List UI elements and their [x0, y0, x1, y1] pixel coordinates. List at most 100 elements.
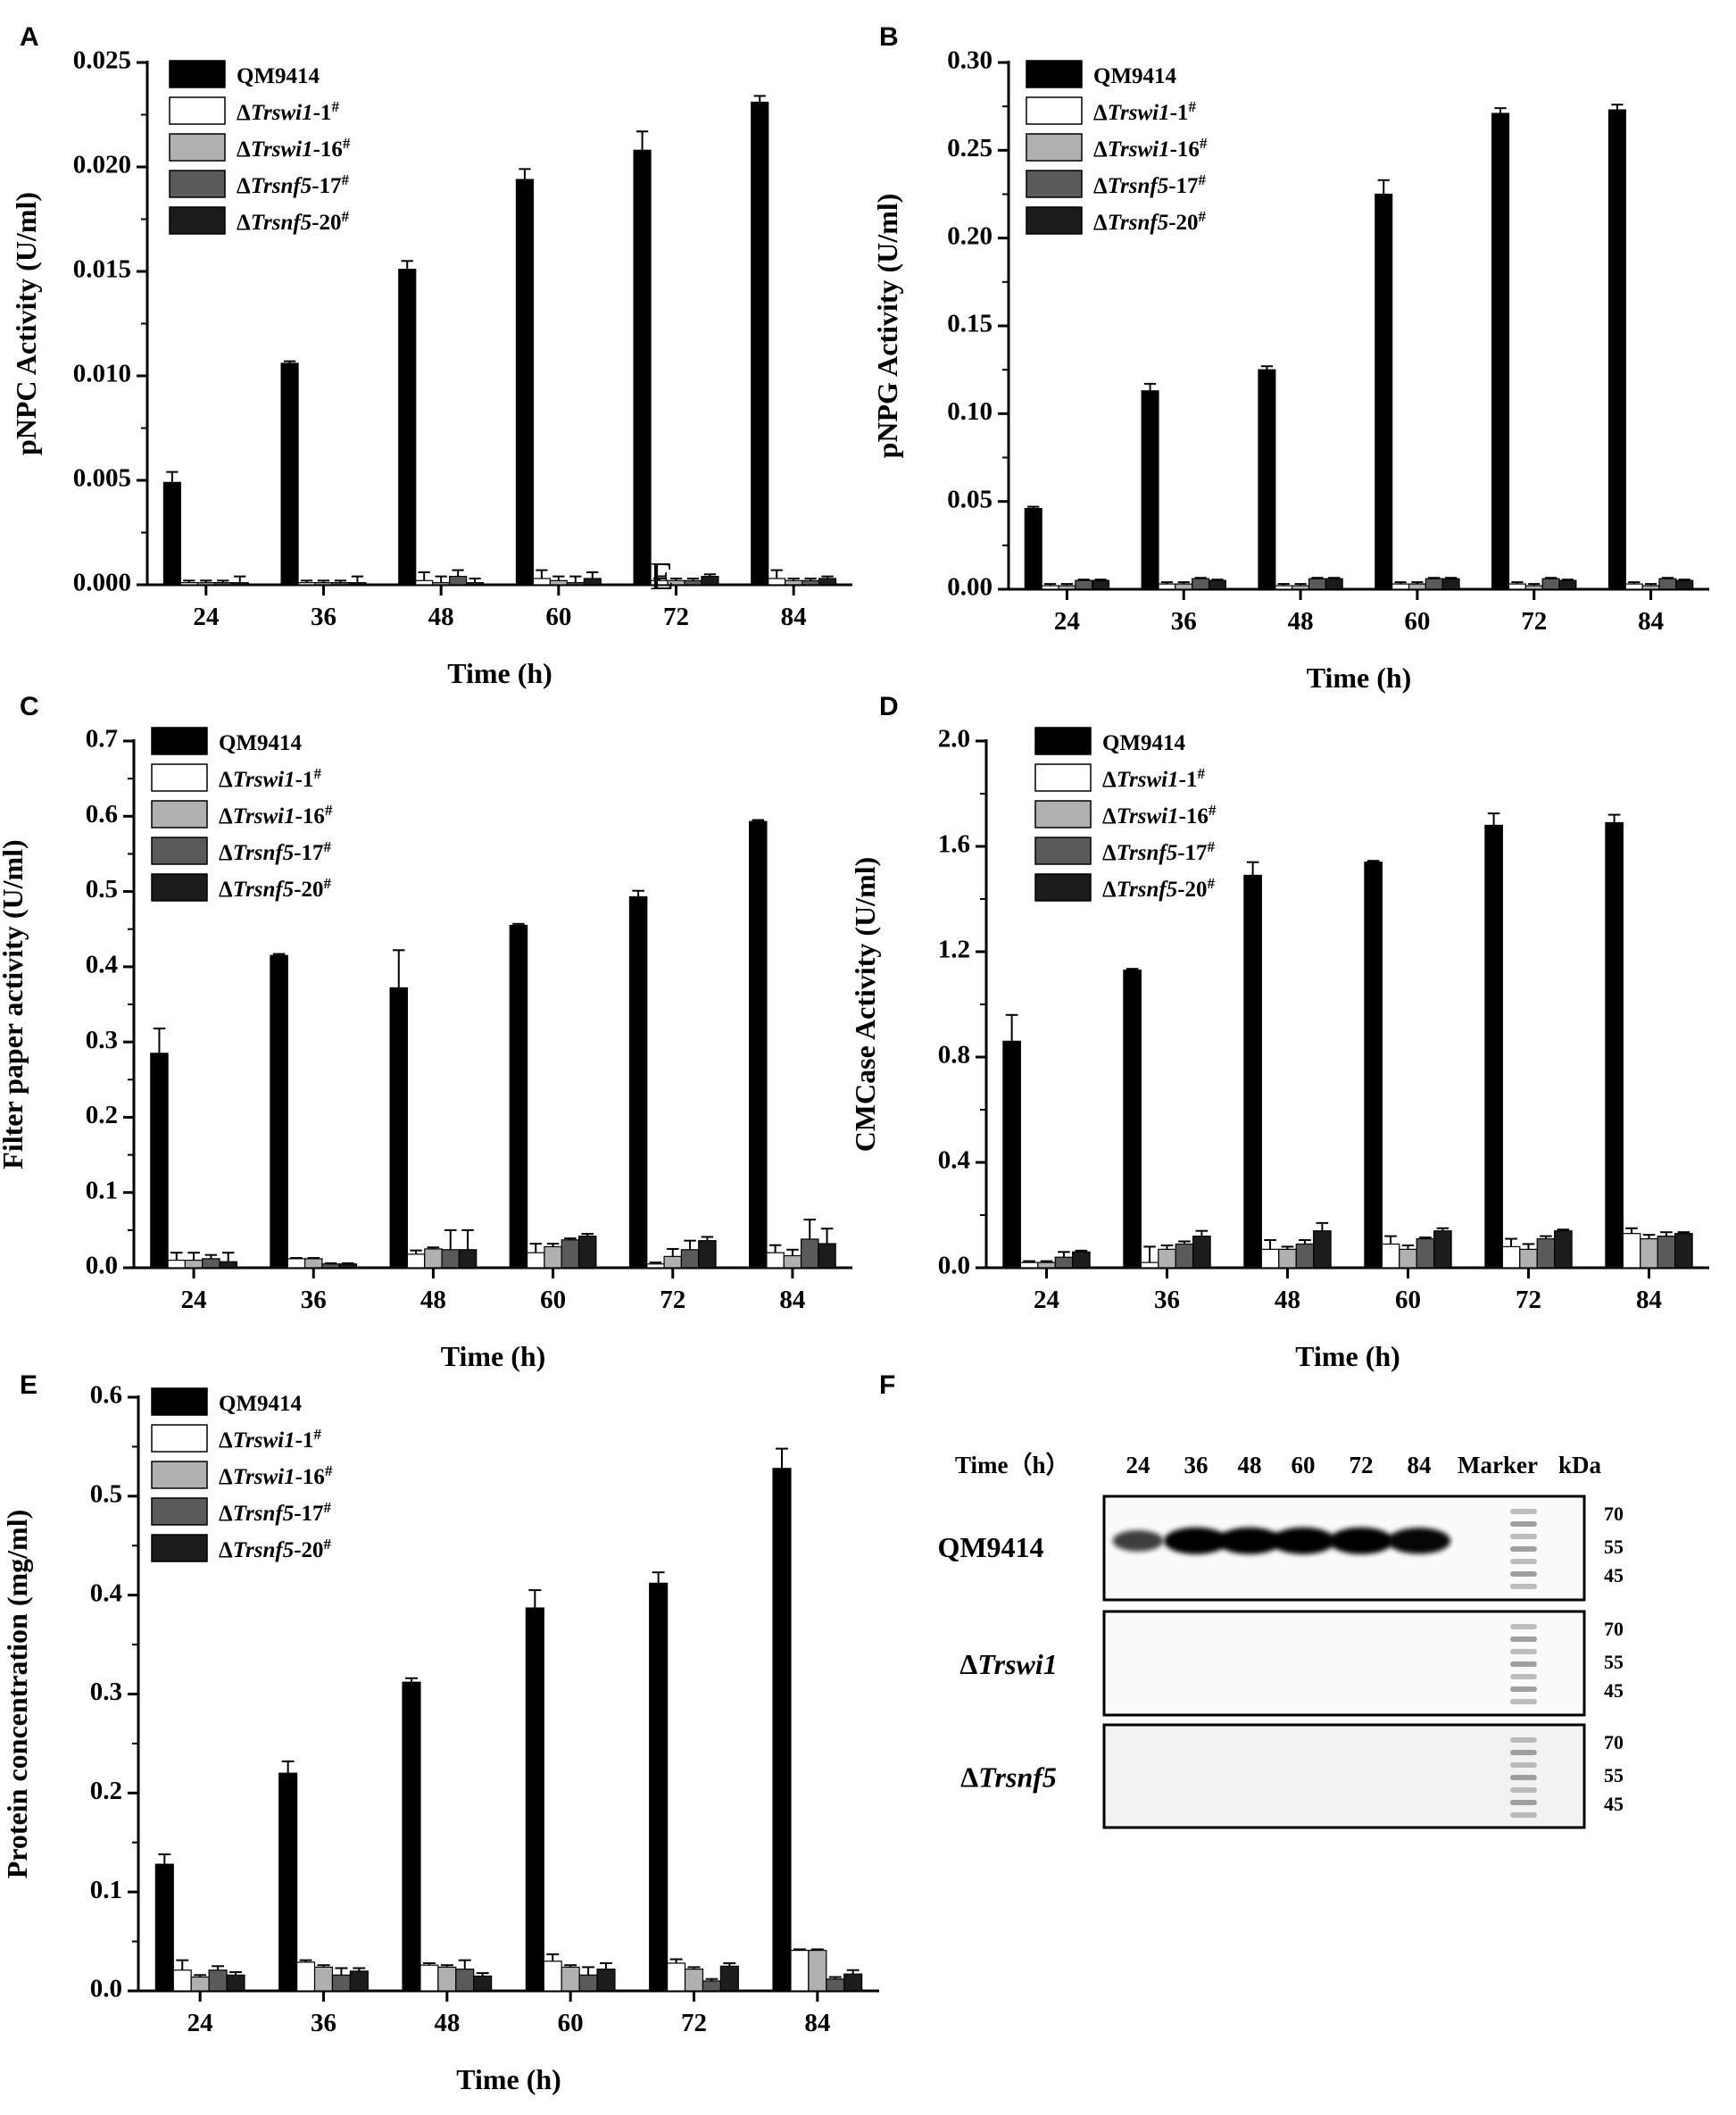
- x-tick-label: 24: [1054, 607, 1080, 636]
- bar-ΔTrsnf5-20#: [843, 1973, 863, 1992]
- bar-ΔTrswi1-1#: [1501, 1245, 1521, 1269]
- bar-ΔTrswi1-1#: [1622, 1233, 1641, 1269]
- bar-ΔTrsnf5-17#: [1425, 578, 1443, 590]
- legend-label: ΔTrsnf5-20#: [237, 208, 350, 235]
- bar-ΔTrswi1-1#: [415, 579, 434, 586]
- bar-ΔTrswi1-16#: [1292, 585, 1310, 590]
- marker-band: [1510, 1661, 1537, 1667]
- bar-ΔTrsnf5-20#: [1554, 1230, 1573, 1269]
- bar-ΔTrsnf5-17#: [331, 1974, 351, 1992]
- protein-band: [1387, 1528, 1451, 1554]
- chart-panel-d: D 0.0 0.4 0.8 1.2 1.6 2.0 CMCase Activity (U/ml…: [849, 692, 1709, 1372]
- marker-band: [1510, 1636, 1537, 1642]
- marker-band: [1510, 1775, 1537, 1780]
- bar-ΔTrsnf5-17#: [455, 1969, 475, 1992]
- bar-ΔTrsnf5-17#: [1192, 578, 1210, 590]
- legend-label: ΔTrsnf5-20#: [219, 1536, 332, 1562]
- bar-ΔTrsnf5-17#: [680, 1249, 700, 1269]
- bar-QM9414: [162, 481, 181, 586]
- y-axis-label: Protein concentration (mg/ml): [1, 1510, 33, 1879]
- y-tick-label: 0.5: [86, 875, 118, 903]
- bar-ΔTrsnf5-17#: [1658, 578, 1677, 590]
- x-tick-label: 36: [1154, 1286, 1180, 1314]
- y-tick-label: 0.015: [73, 255, 131, 284]
- bar-ΔTrsnf5-17#: [441, 1249, 460, 1269]
- legend-label: ΔTrswi1-16#: [237, 135, 351, 162]
- marker-band: [1510, 1686, 1537, 1692]
- lane-label: 72: [1350, 1452, 1374, 1478]
- row-label: ΔTrsnf5: [960, 1761, 1057, 1794]
- bar-QM9414: [628, 895, 648, 1269]
- x-tick-label: 24: [181, 1286, 207, 1314]
- bar-ΔTrsnf5-20#: [701, 576, 719, 586]
- x-tick-label: 84: [1636, 1286, 1662, 1314]
- bar-ΔTrswi1-1#: [172, 1969, 192, 1992]
- bar-ΔTrsnf5-20#: [1092, 579, 1110, 590]
- bar-ΔTrswi1-1#: [287, 1258, 306, 1269]
- y-tick-label: 2.0: [938, 725, 970, 754]
- bar-ΔTrswi1-16#: [1058, 585, 1076, 590]
- y-axis-label: CMCase Activity (U/ml): [849, 857, 881, 1153]
- y-axis-label: pNPC Activity (U/ml): [10, 192, 42, 455]
- panel-letter: B: [879, 22, 899, 52]
- legend-label: ΔTrsnf5-20#: [219, 875, 332, 902]
- bar-QM9414: [389, 987, 409, 1269]
- bar-ΔTrsnf5-17#: [1657, 1235, 1676, 1269]
- bar-ΔTrswi1-1#: [406, 1253, 426, 1269]
- legend-swatch: [1034, 837, 1092, 865]
- bar-ΔTrsnf5-20#: [1072, 1251, 1091, 1269]
- bar-QM9414: [1141, 390, 1159, 590]
- bar-QM9414: [1123, 970, 1142, 1269]
- protein-band: [1164, 1527, 1228, 1554]
- legend-label: ΔTrswi1-1#: [219, 765, 321, 792]
- bar-ΔTrswi1-1#: [527, 1252, 545, 1269]
- bar-ΔTrsnf5-17#: [1541, 578, 1560, 590]
- bar-QM9414: [1491, 112, 1510, 590]
- lane-label: 84: [1408, 1452, 1432, 1478]
- legend-label: ΔTrsnf5-17#: [1093, 171, 1207, 198]
- bar-ΔTrswi1-1#: [179, 582, 198, 586]
- panel-letter: A: [20, 22, 39, 52]
- bar-ΔTrsnf5-20#: [226, 1974, 245, 1992]
- protein-band: [1112, 1530, 1164, 1552]
- bar-QM9414: [150, 1053, 169, 1269]
- bar-ΔTrswi1-1#: [1260, 1248, 1280, 1269]
- bar-ΔTrswi1-16#: [684, 1969, 704, 1992]
- chart-panel-e: E 0.0 0.1 0.2 0.3 0.4 0.5 0.6 Protein concentrat…: [1, 1370, 879, 2095]
- legend-label: ΔTrswi1-16#: [219, 1462, 333, 1489]
- blot-membrane: [1102, 1723, 1586, 1829]
- x-tick-label: 48: [428, 603, 454, 631]
- bar-ΔTrswi1-16#: [783, 1254, 802, 1269]
- bar-QM9414: [1607, 109, 1626, 590]
- x-axis-label: Time (h): [1295, 1340, 1400, 1372]
- bar-ΔTrsnf5-20#: [577, 1235, 597, 1269]
- y-tick-label: 0.0: [90, 1975, 122, 2003]
- bar-ΔTrswi1-16#: [1519, 1248, 1538, 1269]
- bar-ΔTrswi1-1#: [1391, 583, 1410, 590]
- marker-band: [1510, 1762, 1537, 1768]
- chart-panel-c: C 0.0 0.1 0.2 0.3 0.4 0.5 0.6 0.7 Filter paper ac…: [0, 692, 852, 1372]
- y-tick-label: 0.010: [73, 360, 131, 388]
- bar-ΔTrsnf5-20#: [818, 578, 837, 586]
- bar-ΔTrswi1-1#: [1041, 585, 1059, 590]
- marker-label: Marker: [1458, 1452, 1538, 1478]
- x-tick-label: 24: [187, 2009, 213, 2037]
- x-axis-label: Time (h): [1307, 662, 1412, 694]
- bar-ΔTrsnf5-20#: [818, 1243, 836, 1269]
- y-tick-label: 0.3: [86, 1026, 118, 1054]
- marker-band: [1510, 1649, 1537, 1654]
- legend-swatch: [169, 170, 226, 198]
- bar-ΔTrsnf5-17#: [449, 576, 468, 586]
- bar-ΔTrswi1-1#: [543, 1961, 562, 1992]
- panel-letter: F: [879, 1370, 895, 1400]
- bar-ΔTrswi1-16#: [314, 582, 333, 586]
- bar-ΔTrswi1-1#: [297, 582, 316, 586]
- bar-QM9414: [772, 1468, 792, 1992]
- bar-QM9414: [749, 820, 768, 1269]
- bar-ΔTrswi1-1#: [532, 578, 551, 586]
- bar-ΔTrsnf5-20#: [230, 582, 249, 586]
- x-tick-label: 36: [311, 2009, 336, 2037]
- bar-ΔTrswi1-16#: [190, 1976, 210, 1992]
- x-tick-label: 36: [311, 603, 336, 631]
